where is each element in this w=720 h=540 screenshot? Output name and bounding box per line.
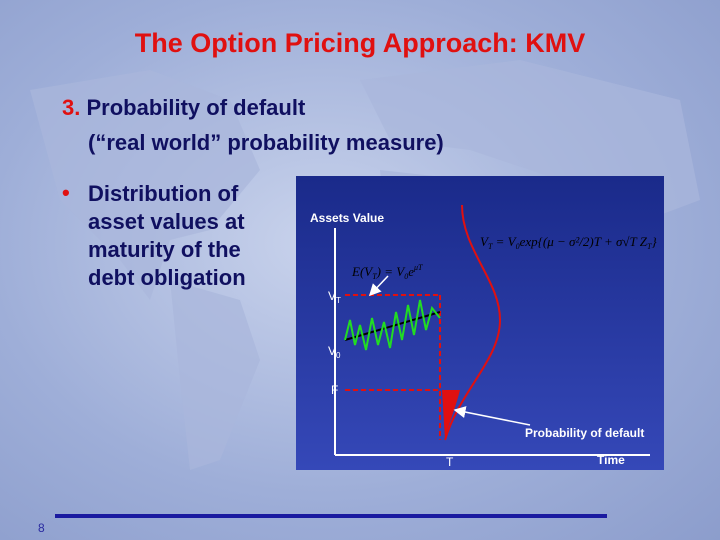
heading: 3. Probability of default (62, 95, 305, 121)
t-label: T (446, 455, 454, 469)
bullet-line: Distribution of (88, 181, 239, 206)
y-axis-label: Assets Value (310, 211, 384, 225)
default-area (442, 390, 460, 440)
heading-line: (“real world” probability measure) (88, 130, 444, 155)
pd-label: Probability of default (525, 426, 644, 440)
page-number: 8 (38, 521, 45, 535)
heading-line: Probability of default (86, 95, 306, 120)
bullet-marker: • (62, 180, 70, 205)
formula: VT = V0exp{(μ − σ²/2)T + σ√T ZT} (480, 234, 657, 251)
bullet-line: maturity of the (88, 237, 241, 262)
pd-arrow (453, 406, 531, 426)
title: The Option Pricing Approach: KMV (134, 28, 586, 58)
f-label: F (331, 383, 338, 397)
bullet-line: debt obligation (88, 265, 246, 290)
x-axis-label: Time (597, 453, 625, 467)
expectation-arrow (368, 275, 389, 297)
heading-number: 3. (62, 95, 81, 120)
distribution-curve (444, 204, 502, 441)
bullet-text: Distribution of asset values at maturity… (88, 180, 246, 292)
diagram-box (296, 176, 664, 470)
asset-path (344, 299, 441, 351)
v0-label: V0 (328, 344, 341, 360)
expectation: E(VT) = V0eμT (351, 263, 423, 281)
bullet-line: asset values at (88, 209, 245, 234)
vt-label: VT (328, 289, 341, 305)
